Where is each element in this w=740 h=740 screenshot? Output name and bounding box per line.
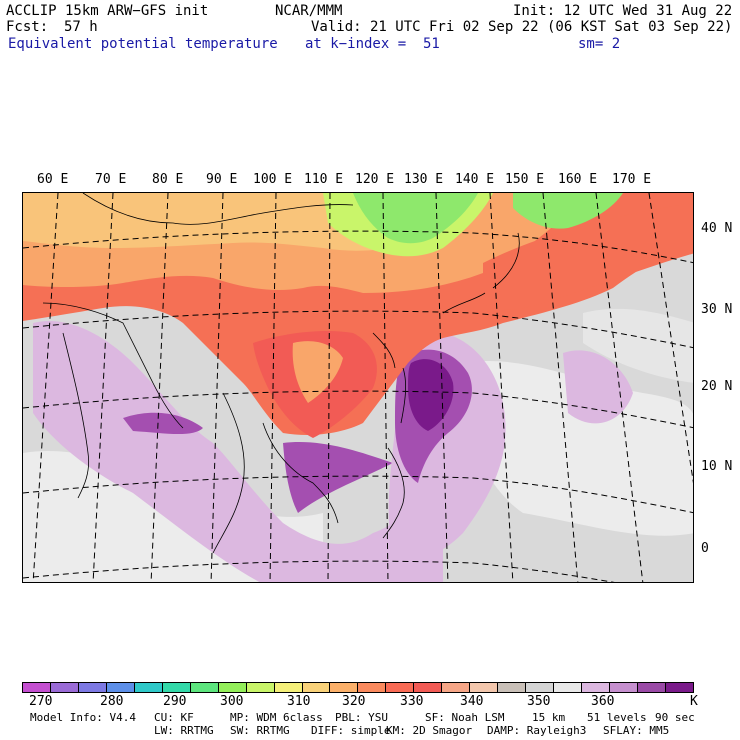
colorbar-label: 280 [100, 694, 124, 709]
footer-item: MP: WDM 6class [230, 711, 323, 724]
longitude-label: 100 E [253, 172, 293, 187]
latitude-label: 20 N [701, 379, 733, 394]
colorbar-label: 270 [29, 694, 53, 709]
colorbar-label: 310 [287, 694, 311, 709]
colorbar-swatch [77, 683, 106, 692]
footer-item: 15 km [532, 711, 566, 724]
forecast-hour: 57 h [64, 19, 98, 35]
ocean-light-region [463, 360, 693, 536]
colorbar-swatch [469, 683, 498, 692]
longitude-label: 130 E [404, 172, 444, 187]
land-outline [372, 332, 407, 539]
purple-region [123, 412, 203, 435]
colorbar-label: 340 [460, 694, 484, 709]
colorbar-swatch [357, 683, 386, 692]
colorbar-swatch [23, 683, 50, 692]
footer-item: Model Info: V4.4 [30, 711, 136, 724]
longitude-label: 70 E [95, 172, 127, 187]
colorbar-swatch [273, 683, 302, 692]
longitude-label: 120 E [355, 172, 395, 187]
latitude-label: 10 N [701, 459, 733, 474]
colorbar-swatch [609, 683, 637, 692]
colorbar-swatch [217, 683, 246, 692]
footer-item: 51 levels [587, 711, 647, 724]
land-region [483, 203, 693, 310]
longitude-label: 160 E [558, 172, 598, 187]
latitude-label: 40 N [701, 221, 733, 236]
longitude-label: 140 E [455, 172, 495, 187]
land-region [292, 341, 343, 403]
colorbar-label: 330 [400, 694, 424, 709]
colorbar-swatch [664, 683, 693, 692]
land-outline [42, 302, 184, 499]
model-title: ACCLIP 15km ARW−GFS init [6, 3, 209, 19]
cool-region [513, 193, 623, 229]
ocean-light-region [583, 308, 693, 383]
org-label: NCAR/MMM [275, 3, 343, 19]
level-label: at k−index = 51 [305, 36, 440, 52]
colorbar-label: 300 [220, 694, 244, 709]
land-outline [442, 232, 520, 314]
land-outline [82, 193, 354, 225]
land-outline [212, 392, 339, 554]
colorbar-swatch [49, 683, 78, 692]
footer-item: DIFF: simple [311, 724, 391, 737]
colorbar-label: 320 [342, 694, 366, 709]
colorbar-swatch [413, 683, 442, 692]
colorbar-swatch [525, 683, 554, 692]
footer-item: CU: KF [154, 711, 194, 724]
smoothing-label: sm= 2 [578, 36, 621, 52]
colorbar-label: 360 [591, 694, 615, 709]
longitude-label: 60 E [37, 172, 69, 187]
colorbar-swatch [553, 683, 582, 692]
footer-item: SF: Noah LSM [425, 711, 505, 724]
valid-time: Valid: 21 UTC Fri 02 Sep 22 (06 KST Sat … [311, 19, 733, 35]
latitude-label: 0 [701, 541, 709, 556]
colorbar-label: 350 [527, 694, 551, 709]
footer-item: LW: RRTMG [154, 724, 214, 737]
cool-region [353, 193, 478, 244]
colorbar-swatch [301, 683, 330, 692]
latitude-label: 30 N [701, 302, 733, 317]
forecast-label: Fcst: [6, 19, 49, 35]
purple-region [33, 321, 443, 582]
colorbar-swatch [133, 683, 162, 692]
footer-item: 90 sec [655, 711, 695, 724]
footer-item: KM: 2D Smagor [386, 724, 473, 737]
colorbar-label: 290 [163, 694, 187, 709]
purple-region [43, 350, 133, 403]
footer-item: DAMP: Rayleigh3 [487, 724, 587, 737]
longitude-label: 150 E [505, 172, 545, 187]
map-panel [22, 192, 694, 583]
longitude-label: 90 E [206, 172, 238, 187]
colorbar-swatch [497, 683, 526, 692]
footer-item: SFLAY: MM5 [603, 724, 670, 737]
purple-region [563, 350, 633, 424]
colorbar-swatch [385, 683, 414, 692]
longitude-label: 170 E [612, 172, 652, 187]
graticule [23, 193, 693, 582]
footer-item: PBL: YSU [335, 711, 388, 724]
colorbar-swatch [581, 683, 610, 692]
colorbar-swatch [161, 683, 190, 692]
longitude-label: 110 E [304, 172, 344, 187]
longitude-label: 80 E [152, 172, 184, 187]
colorbar-swatch [636, 683, 665, 692]
map-canvas [23, 193, 693, 582]
colorbar-swatch [189, 683, 218, 692]
purple-region [283, 442, 393, 513]
colorbar-swatch [245, 683, 274, 692]
field-name: Equivalent potential temperature [8, 36, 278, 52]
footer-item: SW: RRTMG [230, 724, 290, 737]
init-time: Init: 12 UTC Wed 31 Aug 22 [513, 3, 733, 19]
colorbar-swatch [329, 683, 358, 692]
colorbar-swatch [105, 683, 134, 692]
colorbar-swatch [441, 683, 470, 692]
colorbar [22, 682, 694, 693]
colorbar-unit: K [690, 694, 698, 709]
